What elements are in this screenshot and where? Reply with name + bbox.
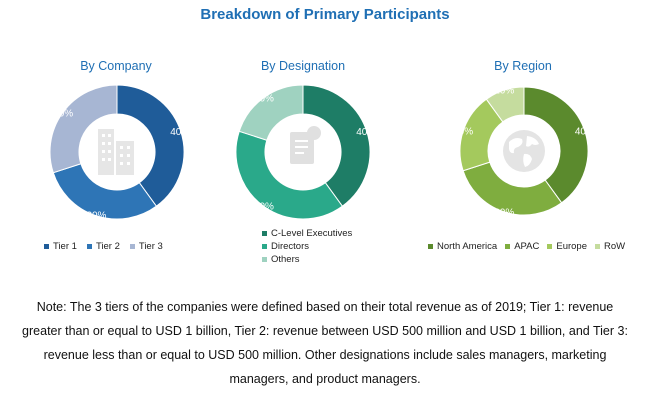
slice-directors <box>235 130 344 220</box>
legend-swatch <box>262 231 267 236</box>
legend-designation: C-Level Executives Directors Others <box>262 228 352 265</box>
legend-label: Tier 3 <box>138 241 163 252</box>
legend-item-tier-1: Tier 1 <box>44 241 77 252</box>
legend-item-others: Others <box>262 254 352 265</box>
legend-label: Tier 1 <box>53 241 77 252</box>
slice-row <box>485 86 525 123</box>
legend-item-c-level: C-Level Executives <box>262 228 352 239</box>
slice-label: 40% <box>170 127 190 138</box>
donut-region: 40% 30% 20% 10% <box>453 86 595 219</box>
legend-label: C-Level Executives <box>271 228 353 239</box>
slice-label: 40% <box>575 127 595 138</box>
slice-label: 30% <box>53 108 73 119</box>
slice-tier-2 <box>52 163 158 220</box>
legend-label: Europe <box>556 241 587 252</box>
donut-charts: 40% 30% 30% 40% 40% 20% 40% 30% 20% 10% <box>49 84 595 222</box>
legend-label: Others <box>271 254 300 265</box>
donut-company: 40% 30% 30% <box>49 84 190 222</box>
slice-label: 10% <box>494 86 514 97</box>
legend-swatch <box>86 244 92 249</box>
legend-label: RoW <box>604 241 626 252</box>
legend-item-apac: APAC <box>505 241 539 252</box>
legend-label: Tier 2 <box>95 241 120 252</box>
slice-north-america <box>523 86 589 204</box>
slice-label: 30% <box>86 211 106 222</box>
legend-region: North America APAC Europe RoW <box>428 241 625 252</box>
slice-apac <box>462 161 563 216</box>
legend-item-row: RoW <box>595 241 625 252</box>
donut-designation: 40% 40% 20% <box>235 84 376 220</box>
chart-title-designation: By Designation <box>260 59 346 73</box>
legend-label: APAC <box>514 241 540 252</box>
slice-label: 40% <box>356 127 376 138</box>
globe-icon <box>503 130 545 172</box>
legend-item-tier-2: Tier 2 <box>86 241 120 252</box>
legend-swatch <box>262 244 267 249</box>
legend-item-tier-3: Tier 3 <box>129 241 163 252</box>
legend-item-directors: Directors <box>262 241 352 252</box>
legend-swatch <box>428 244 433 249</box>
slice-label: 20% <box>453 127 473 138</box>
slice-label: 40% <box>254 201 274 212</box>
chart-title-region: By Region <box>494 59 552 73</box>
legend-swatch <box>547 244 553 249</box>
slice-label: 30% <box>494 207 514 218</box>
footnote: Note: The 3 tiers of the companies were … <box>22 300 628 386</box>
legend-swatch <box>44 244 49 249</box>
legend-swatch <box>595 244 600 249</box>
legend-item-north-america: North America <box>428 241 497 252</box>
slice-tier-1 <box>116 84 185 207</box>
slice-label: 20% <box>254 94 274 105</box>
page-title: Breakdown of Primary Participants <box>200 6 450 23</box>
legend-swatch <box>505 244 511 249</box>
legend-company: Tier 1 Tier 2 Tier 3 <box>44 241 163 252</box>
slice-c-level-executives <box>302 84 371 207</box>
legend-swatch <box>129 244 135 249</box>
document-person-icon <box>290 126 321 164</box>
slice-others <box>238 84 304 141</box>
building-icon <box>98 129 134 175</box>
legend-label: North America <box>437 241 498 252</box>
slice-tier-3 <box>49 84 118 174</box>
legend-swatch <box>262 257 267 262</box>
chart-title-company: By Company <box>80 59 152 73</box>
legend-item-europe: Europe <box>547 241 587 252</box>
legend-label: Directors <box>271 241 310 252</box>
